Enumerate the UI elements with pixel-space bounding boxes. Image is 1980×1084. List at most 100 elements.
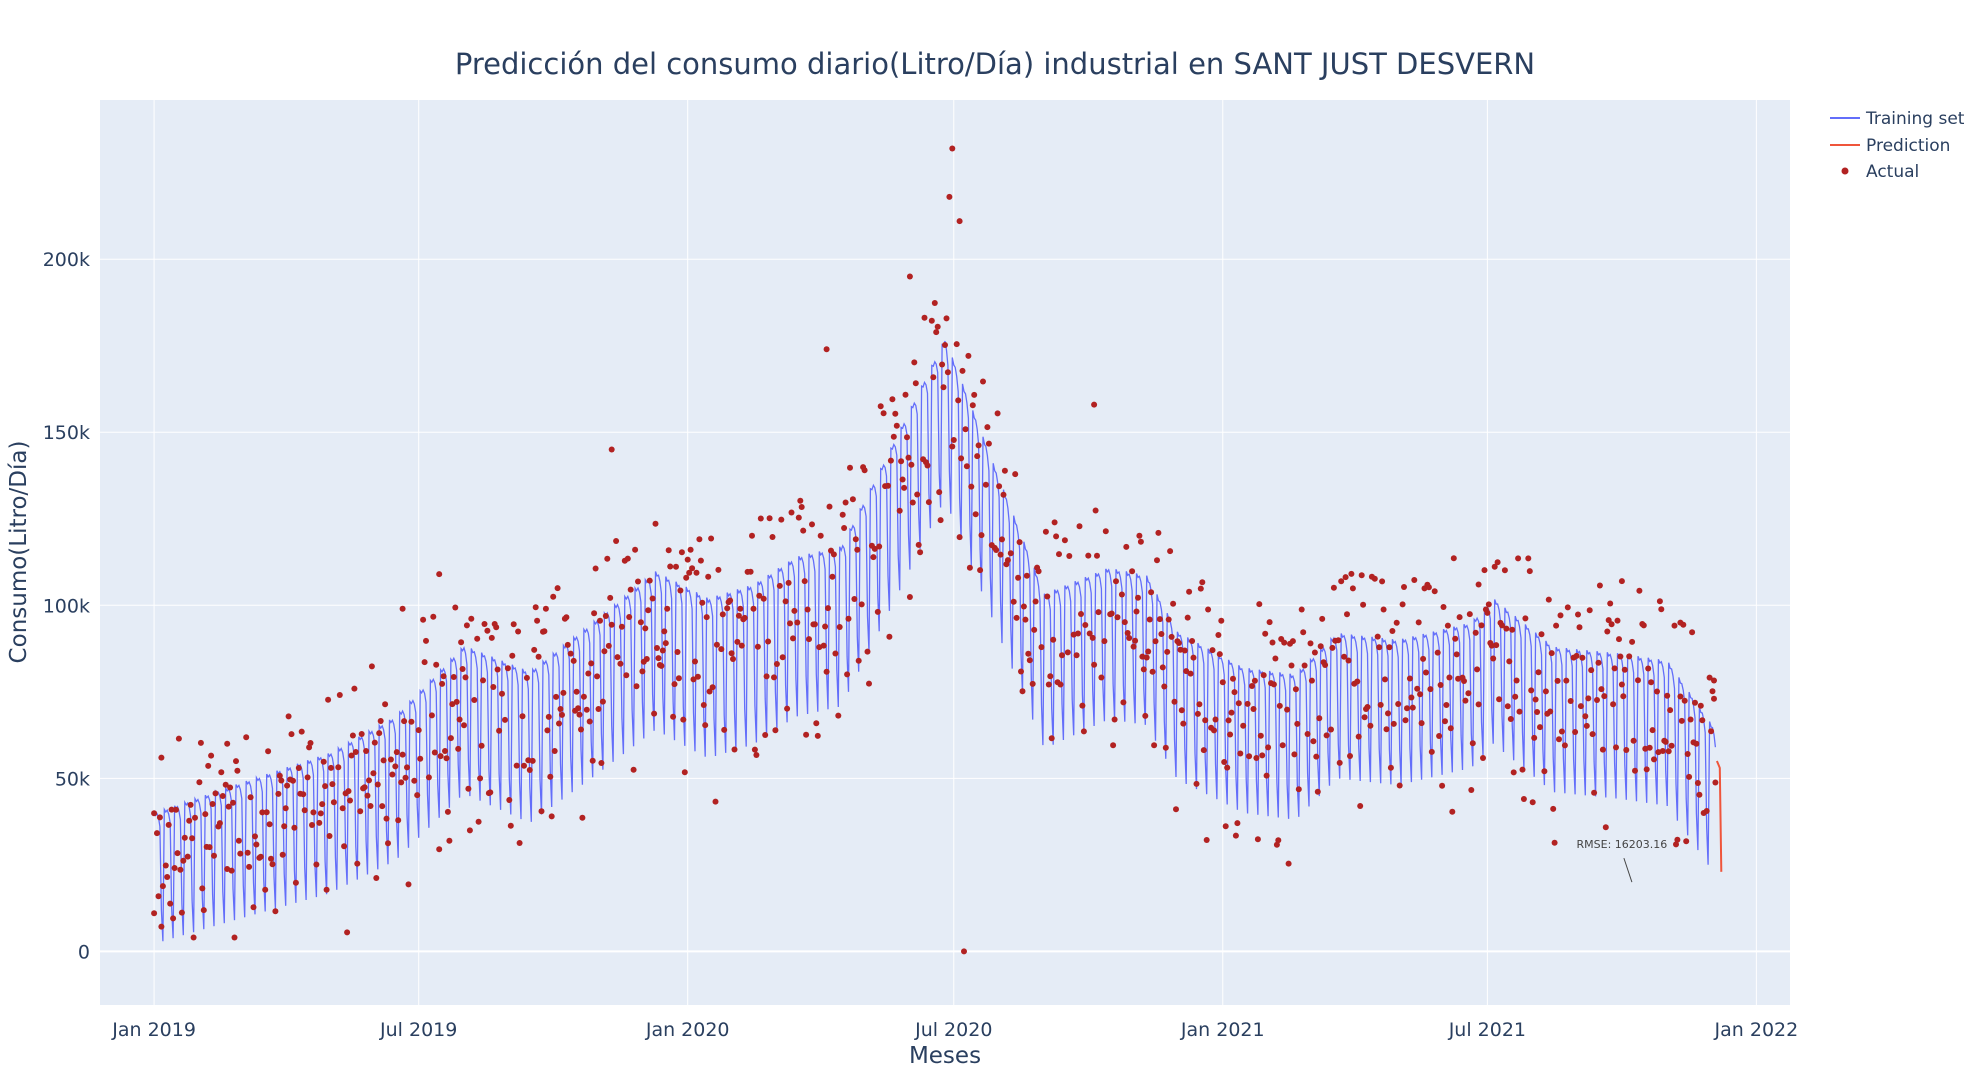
actual-point: [560, 689, 567, 696]
actual-point: [1260, 672, 1267, 679]
actual-point: [632, 546, 639, 553]
actual-point: [259, 809, 266, 816]
actual-point: [822, 623, 829, 630]
actual-point: [1102, 528, 1109, 535]
actual-point: [563, 614, 570, 621]
rmse-annotation: RMSE: 16203.16: [1577, 838, 1667, 883]
actual-point: [1595, 659, 1602, 666]
actual-point: [1418, 720, 1425, 727]
actual-point: [832, 650, 839, 657]
actual-point: [804, 606, 811, 613]
legend-item-training-set[interactable]: Training set: [1830, 109, 1965, 129]
actual-point: [980, 378, 986, 385]
actual-point: [444, 808, 451, 815]
actual-point: [693, 569, 700, 576]
actual-point: [389, 771, 396, 778]
actual-point: [506, 797, 513, 803]
actual-point: [405, 881, 412, 888]
actual-point: [548, 813, 555, 820]
actual-point: [655, 655, 662, 662]
actual-point: [1630, 737, 1637, 744]
actual-point: [1434, 649, 1441, 656]
actual-point: [361, 784, 368, 791]
actual-point: [1124, 630, 1131, 636]
y-tick-label: 150k: [43, 422, 90, 444]
legend-item-actual[interactable]: Actual: [1841, 162, 1920, 182]
actual-point: [309, 822, 315, 828]
actual-point: [890, 433, 897, 440]
actual-point: [1230, 675, 1236, 682]
actual-point: [950, 437, 957, 443]
actual-point: [1596, 582, 1603, 589]
actual-point: [1193, 780, 1200, 787]
actual-point: [300, 791, 307, 798]
actual-point: [794, 619, 801, 626]
actual-point: [1076, 523, 1083, 530]
actual-point: [1618, 578, 1625, 585]
actual-point: [751, 746, 758, 753]
actual-point: [243, 734, 250, 741]
actual-point: [1515, 555, 1522, 562]
actual-point: [493, 624, 500, 631]
actual-point: [377, 718, 384, 724]
series-line-training-set: [153, 340, 1717, 942]
actual-point: [975, 442, 982, 449]
actual-point: [1151, 742, 1158, 749]
legend[interactable]: Training set Prediction Actual: [1830, 109, 1965, 182]
actual-point: [1699, 717, 1706, 724]
actual-point: [1051, 519, 1058, 526]
actual-point: [523, 674, 530, 681]
actual-point: [1186, 588, 1193, 595]
actual-point: [784, 705, 791, 712]
actual-point: [553, 693, 560, 700]
actual-point: [1145, 648, 1152, 655]
actual-point: [1240, 722, 1247, 729]
actual-point: [1686, 773, 1693, 780]
legend-item-prediction[interactable]: Prediction: [1830, 136, 1950, 156]
actual-point: [949, 145, 956, 152]
actual-point: [162, 862, 169, 869]
actual-point: [459, 666, 466, 672]
actual-point: [466, 827, 473, 834]
actual-point: [186, 817, 193, 824]
actual-point: [265, 748, 272, 755]
actual-point: [1130, 643, 1137, 650]
actual-point: [734, 638, 741, 645]
actual-point: [642, 625, 649, 632]
actual-point: [1542, 688, 1549, 695]
actual-point: [971, 391, 978, 398]
actual-point: [1178, 707, 1185, 714]
actual-point: [1200, 747, 1207, 754]
actual-point: [839, 511, 846, 518]
actual-point: [1263, 772, 1270, 779]
actual-point: [586, 718, 593, 725]
actual-point: [1484, 609, 1491, 616]
actual-point: [1462, 697, 1469, 704]
actual-point: [1361, 714, 1368, 721]
actual-point: [1335, 637, 1342, 644]
x-axis-title: Meses: [909, 1043, 981, 1069]
actual-point: [1023, 572, 1030, 579]
actual-point: [994, 410, 1001, 417]
actual-point: [1585, 695, 1592, 702]
legend-label-prediction: Prediction: [1866, 136, 1950, 156]
actual-point: [292, 879, 299, 886]
actual-point: [544, 727, 551, 734]
actual-point: [1310, 738, 1317, 745]
actual-point: [1259, 752, 1266, 759]
actual-point: [211, 852, 217, 859]
actual-point: [713, 641, 720, 648]
actual-point: [1520, 796, 1527, 802]
actual-point: [690, 676, 697, 683]
actual-point: [206, 844, 213, 851]
actual-point: [1284, 706, 1291, 713]
actual-point: [328, 764, 334, 771]
actual-point: [1440, 604, 1447, 610]
x-tick-label: Jul 2020: [914, 1019, 992, 1041]
actual-point: [1015, 574, 1022, 581]
actual-point: [949, 443, 956, 450]
actual-point: [930, 374, 937, 381]
actual-point: [1598, 686, 1605, 693]
actual-point: [697, 557, 704, 564]
actual-point: [798, 504, 805, 510]
